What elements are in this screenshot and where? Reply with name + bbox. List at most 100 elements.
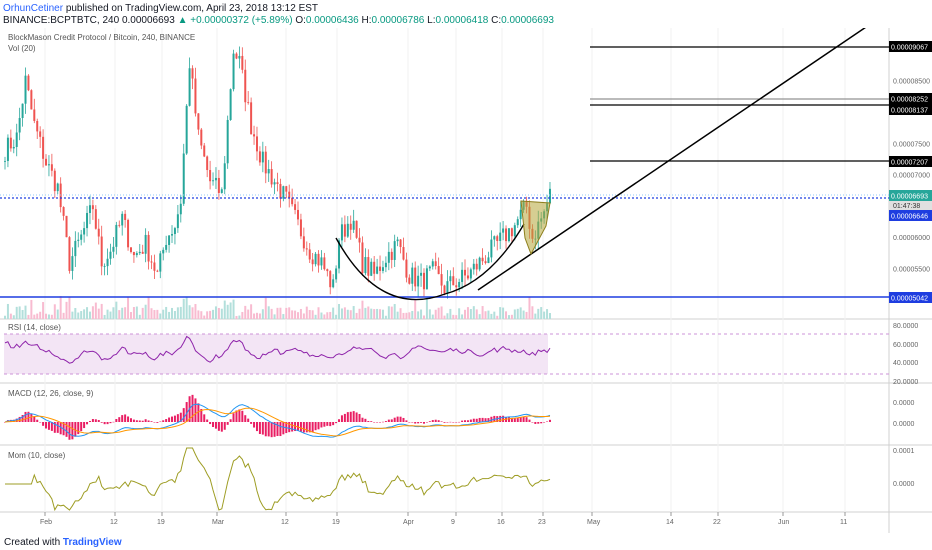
volume-bar (358, 308, 361, 319)
open-value: 0.00006436 (305, 15, 359, 26)
ohlc-line: BINANCE:BCPTBTC, 240 0.00006693 ▲ +0.000… (3, 15, 554, 26)
candle-body (273, 182, 276, 185)
volume-bar (443, 315, 446, 319)
volume-bar (455, 315, 458, 319)
volume-bar (129, 312, 132, 319)
candle-body (381, 267, 384, 271)
candle-body (232, 53, 235, 90)
volume-bar (387, 306, 390, 319)
candle-body (144, 234, 147, 254)
candle-body (299, 219, 302, 237)
volume-bar (466, 307, 469, 319)
macd-hist-bar (543, 422, 546, 423)
signal-line (4, 407, 551, 437)
close-value: 0.00006693 (501, 15, 554, 26)
volume-bar (173, 310, 176, 319)
candle-body (150, 261, 153, 263)
tradingview-logo[interactable]: TradingView (62, 537, 122, 548)
volume-bar (516, 308, 519, 319)
candle-body (30, 90, 33, 110)
candle-body (112, 246, 115, 252)
volume-bar (338, 304, 341, 319)
macd-hist-bar (487, 418, 490, 422)
price-tick: 0.00007500 (893, 141, 930, 148)
volume-bar (168, 311, 171, 319)
candle-body (484, 261, 487, 264)
volume-bar (62, 312, 65, 319)
macd-hist-bar (244, 415, 247, 422)
volume-bar (150, 308, 153, 319)
time-tick: 12 (110, 519, 118, 526)
macd-hist-bar (422, 422, 425, 424)
macd-hist-bar (42, 422, 45, 426)
volume-bar (376, 308, 379, 319)
chart-canvas[interactable]: BlockMason Credit Protocol / Bitcoin, 24… (0, 28, 932, 533)
candle-body (384, 262, 387, 268)
volume-bar (335, 314, 338, 319)
macd-hist-bar (238, 409, 241, 422)
volume-bar (299, 308, 302, 319)
candle-body (106, 258, 109, 267)
time-tick: 12 (281, 519, 289, 526)
candle-body (352, 220, 355, 230)
volume-bar (203, 315, 206, 319)
volume-bar (332, 307, 335, 319)
macd-hist-bar (446, 422, 449, 423)
macd-hist-bar (127, 416, 130, 422)
candle-body (132, 251, 135, 256)
volume-bar (449, 308, 452, 319)
macd-hist-bar (162, 420, 165, 422)
macd-hist-bar (179, 412, 182, 422)
macd-hist-bar (53, 422, 56, 433)
author-link[interactable]: OrhunCetiner (3, 3, 64, 14)
candle-body (200, 129, 203, 146)
candle-body (65, 215, 68, 238)
volume-bar (135, 306, 138, 319)
macd-hist-bar (112, 421, 115, 423)
volume-bar (24, 305, 27, 319)
volume-bar (241, 311, 244, 319)
macd-hist-bar (165, 419, 168, 422)
candle-body (288, 191, 291, 198)
candle-body (370, 261, 373, 276)
volume-bar (329, 311, 332, 319)
volume-bar (311, 310, 314, 319)
candle-body (340, 224, 343, 241)
volume-bar (308, 309, 311, 319)
macd-hist-bar (499, 415, 502, 422)
macd-hist-bar (510, 418, 513, 422)
volume-bar (165, 306, 168, 319)
svg-text:0.0000: 0.0000 (893, 481, 915, 488)
volume-bar (355, 312, 358, 319)
volume-bar (267, 306, 270, 319)
volume-bar (288, 307, 291, 319)
volume-bar (276, 307, 279, 319)
volume-bar (100, 303, 103, 319)
volume-bar (323, 314, 326, 319)
svg-text:0.0000: 0.0000 (893, 421, 915, 428)
candle-body (478, 257, 481, 270)
tag-level-2: 0.00008252 (891, 97, 928, 104)
macd-hist-bar (472, 418, 475, 422)
volume-bar (18, 306, 21, 319)
candle-body (135, 253, 138, 256)
macd-hist-bar (220, 422, 223, 432)
macd-hist-bar (132, 419, 135, 422)
macd-hist-bar (425, 422, 428, 423)
volume-bar (370, 308, 373, 319)
candle-body (464, 269, 467, 276)
volume-bar (209, 310, 212, 319)
candle-body (425, 268, 428, 290)
macd-hist-bar (308, 422, 311, 433)
macd-hist-bar (311, 422, 314, 433)
macd-hist-bar (291, 422, 294, 432)
candle-body (9, 137, 12, 149)
volume-bar (540, 307, 543, 319)
volume-bar (270, 308, 273, 319)
volume-bar (88, 311, 91, 319)
volume-bar (446, 313, 449, 319)
time-axis[interactable]: Feb 12 19 Mar 12 19 Apr 9 16 23 May 14 22 Jun 11 (40, 512, 847, 526)
price-tick: 0.00006000 (893, 235, 930, 242)
macd-hist-bar (282, 422, 285, 435)
volume-bar (103, 314, 106, 319)
